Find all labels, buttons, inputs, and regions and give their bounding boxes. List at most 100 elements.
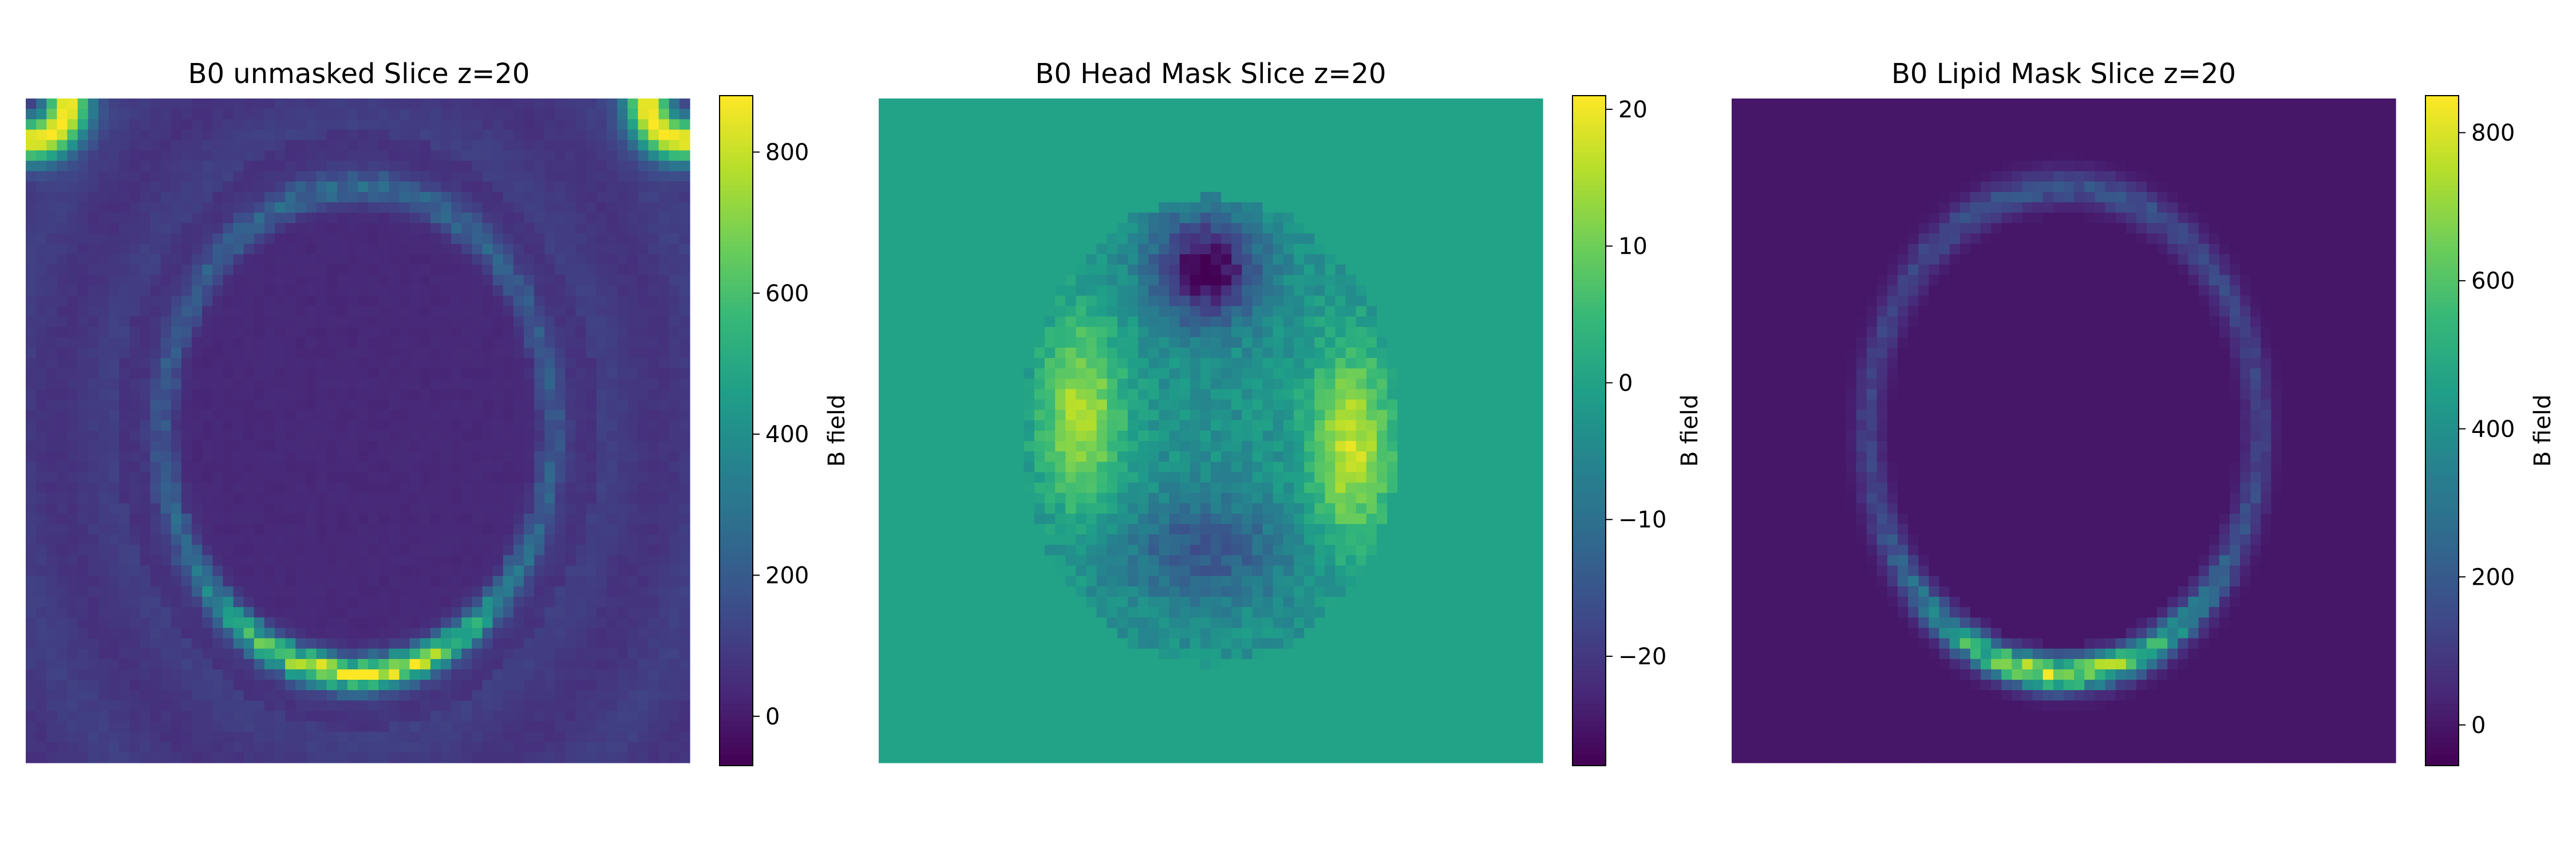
heatmap-cell <box>544 409 555 421</box>
heatmap-cell <box>316 586 327 597</box>
heatmap-cell <box>627 243 638 255</box>
heatmap-cell <box>88 306 99 317</box>
heatmap-cell <box>555 462 566 473</box>
heatmap-cell <box>1117 192 1128 203</box>
heatmap-cell <box>77 617 89 628</box>
heatmap-cell <box>285 254 296 265</box>
heatmap-cell <box>1501 129 1512 141</box>
heatmap-cell <box>275 326 286 338</box>
heatmap-cell <box>399 160 410 172</box>
heatmap-cell <box>181 451 192 462</box>
heatmap-cell <box>181 597 192 608</box>
heatmap-cell <box>555 285 566 296</box>
heatmap-cell <box>472 617 483 628</box>
heatmap-cell <box>638 659 649 670</box>
heatmap-cell <box>171 721 182 732</box>
heatmap-cell <box>77 285 89 296</box>
heatmap-cell <box>389 669 400 680</box>
heatmap-cell <box>492 545 504 556</box>
heatmap-cell <box>140 275 151 286</box>
heatmap-cell <box>316 140 327 151</box>
heatmap-cell <box>192 628 203 639</box>
heatmap-cell <box>109 420 120 431</box>
heatmap-cell <box>337 265 348 275</box>
heatmap-cell <box>513 285 524 296</box>
heatmap-cell <box>596 462 607 473</box>
heatmap-cell <box>46 555 57 566</box>
heatmap-cell <box>482 597 493 608</box>
heatmap-cell <box>88 129 99 141</box>
heatmap-cell <box>26 358 37 369</box>
heatmap-cell <box>544 752 555 763</box>
heatmap-cell <box>972 119 983 130</box>
heatmap-cell <box>119 306 130 317</box>
heatmap-cell <box>316 337 327 348</box>
heatmap-cell <box>337 607 348 618</box>
heatmap-cell <box>36 326 47 338</box>
heatmap-cell <box>57 555 68 566</box>
heatmap-cell <box>57 524 68 535</box>
heatmap-cell <box>544 119 555 130</box>
heatmap-cell <box>337 462 348 473</box>
heatmap-cell <box>160 285 172 296</box>
heatmap-cell <box>534 752 545 763</box>
heatmap-cell <box>316 326 327 338</box>
heatmap-cell <box>389 648 400 660</box>
heatmap-cell <box>492 607 504 618</box>
heatmap-cell <box>233 306 244 317</box>
heatmap-cell <box>192 171 203 182</box>
heatmap-cell <box>160 160 172 172</box>
heatmap-cell <box>596 265 607 275</box>
heatmap-cell <box>285 265 296 275</box>
heatmap-cell <box>337 306 348 317</box>
heatmap-cell <box>451 597 462 608</box>
heatmap-cell <box>669 482 680 494</box>
heatmap-cell <box>451 545 462 556</box>
heatmap-cell <box>119 742 130 753</box>
heatmap-cell <box>555 254 566 265</box>
heatmap-cell <box>243 243 255 255</box>
heatmap-cell <box>627 265 638 275</box>
heatmap-cell <box>254 368 265 379</box>
heatmap-cell <box>1003 171 1014 182</box>
heatmap-cell <box>326 534 338 545</box>
heatmap-cell <box>181 202 192 213</box>
heatmap-cell <box>910 140 921 151</box>
heatmap-cell <box>36 223 47 234</box>
heatmap-cell <box>451 669 462 680</box>
heatmap-cell <box>254 140 265 151</box>
heatmap-cell <box>254 295 265 307</box>
heatmap-cell <box>254 555 265 566</box>
heatmap-cell <box>451 399 462 411</box>
heatmap-cell <box>596 451 607 462</box>
heatmap-cell <box>285 451 296 462</box>
heatmap-cell <box>67 721 78 732</box>
heatmap-cell <box>451 192 462 203</box>
heatmap-cell <box>544 659 555 670</box>
heatmap-cell <box>575 545 587 556</box>
heatmap-cell <box>306 348 317 358</box>
heatmap-cell <box>420 638 431 649</box>
heatmap-cell <box>192 648 203 660</box>
heatmap-cell <box>347 514 358 525</box>
heatmap-cell <box>544 337 555 348</box>
heatmap-cell <box>1179 109 1191 120</box>
heatmap-cell <box>77 399 89 411</box>
heatmap-cell <box>586 669 597 680</box>
heatmap-cell <box>1076 119 1087 130</box>
heatmap-cell <box>1169 98 1180 109</box>
colorbar-segment <box>720 246 753 253</box>
heatmap-cell <box>181 233 192 245</box>
heatmap-cell <box>36 119 47 130</box>
heatmap-cell <box>1231 171 1242 182</box>
heatmap-cell <box>285 150 296 161</box>
heatmap-cell <box>638 607 649 618</box>
heatmap-cell <box>482 306 493 317</box>
heatmap-cell <box>295 160 306 172</box>
heatmap-cell <box>36 659 47 670</box>
heatmap-cell <box>26 295 37 307</box>
heatmap-cell <box>889 182 900 192</box>
heatmap-cell <box>1024 109 1035 120</box>
heatmap-cell <box>544 607 555 618</box>
heatmap-cell <box>181 171 192 182</box>
